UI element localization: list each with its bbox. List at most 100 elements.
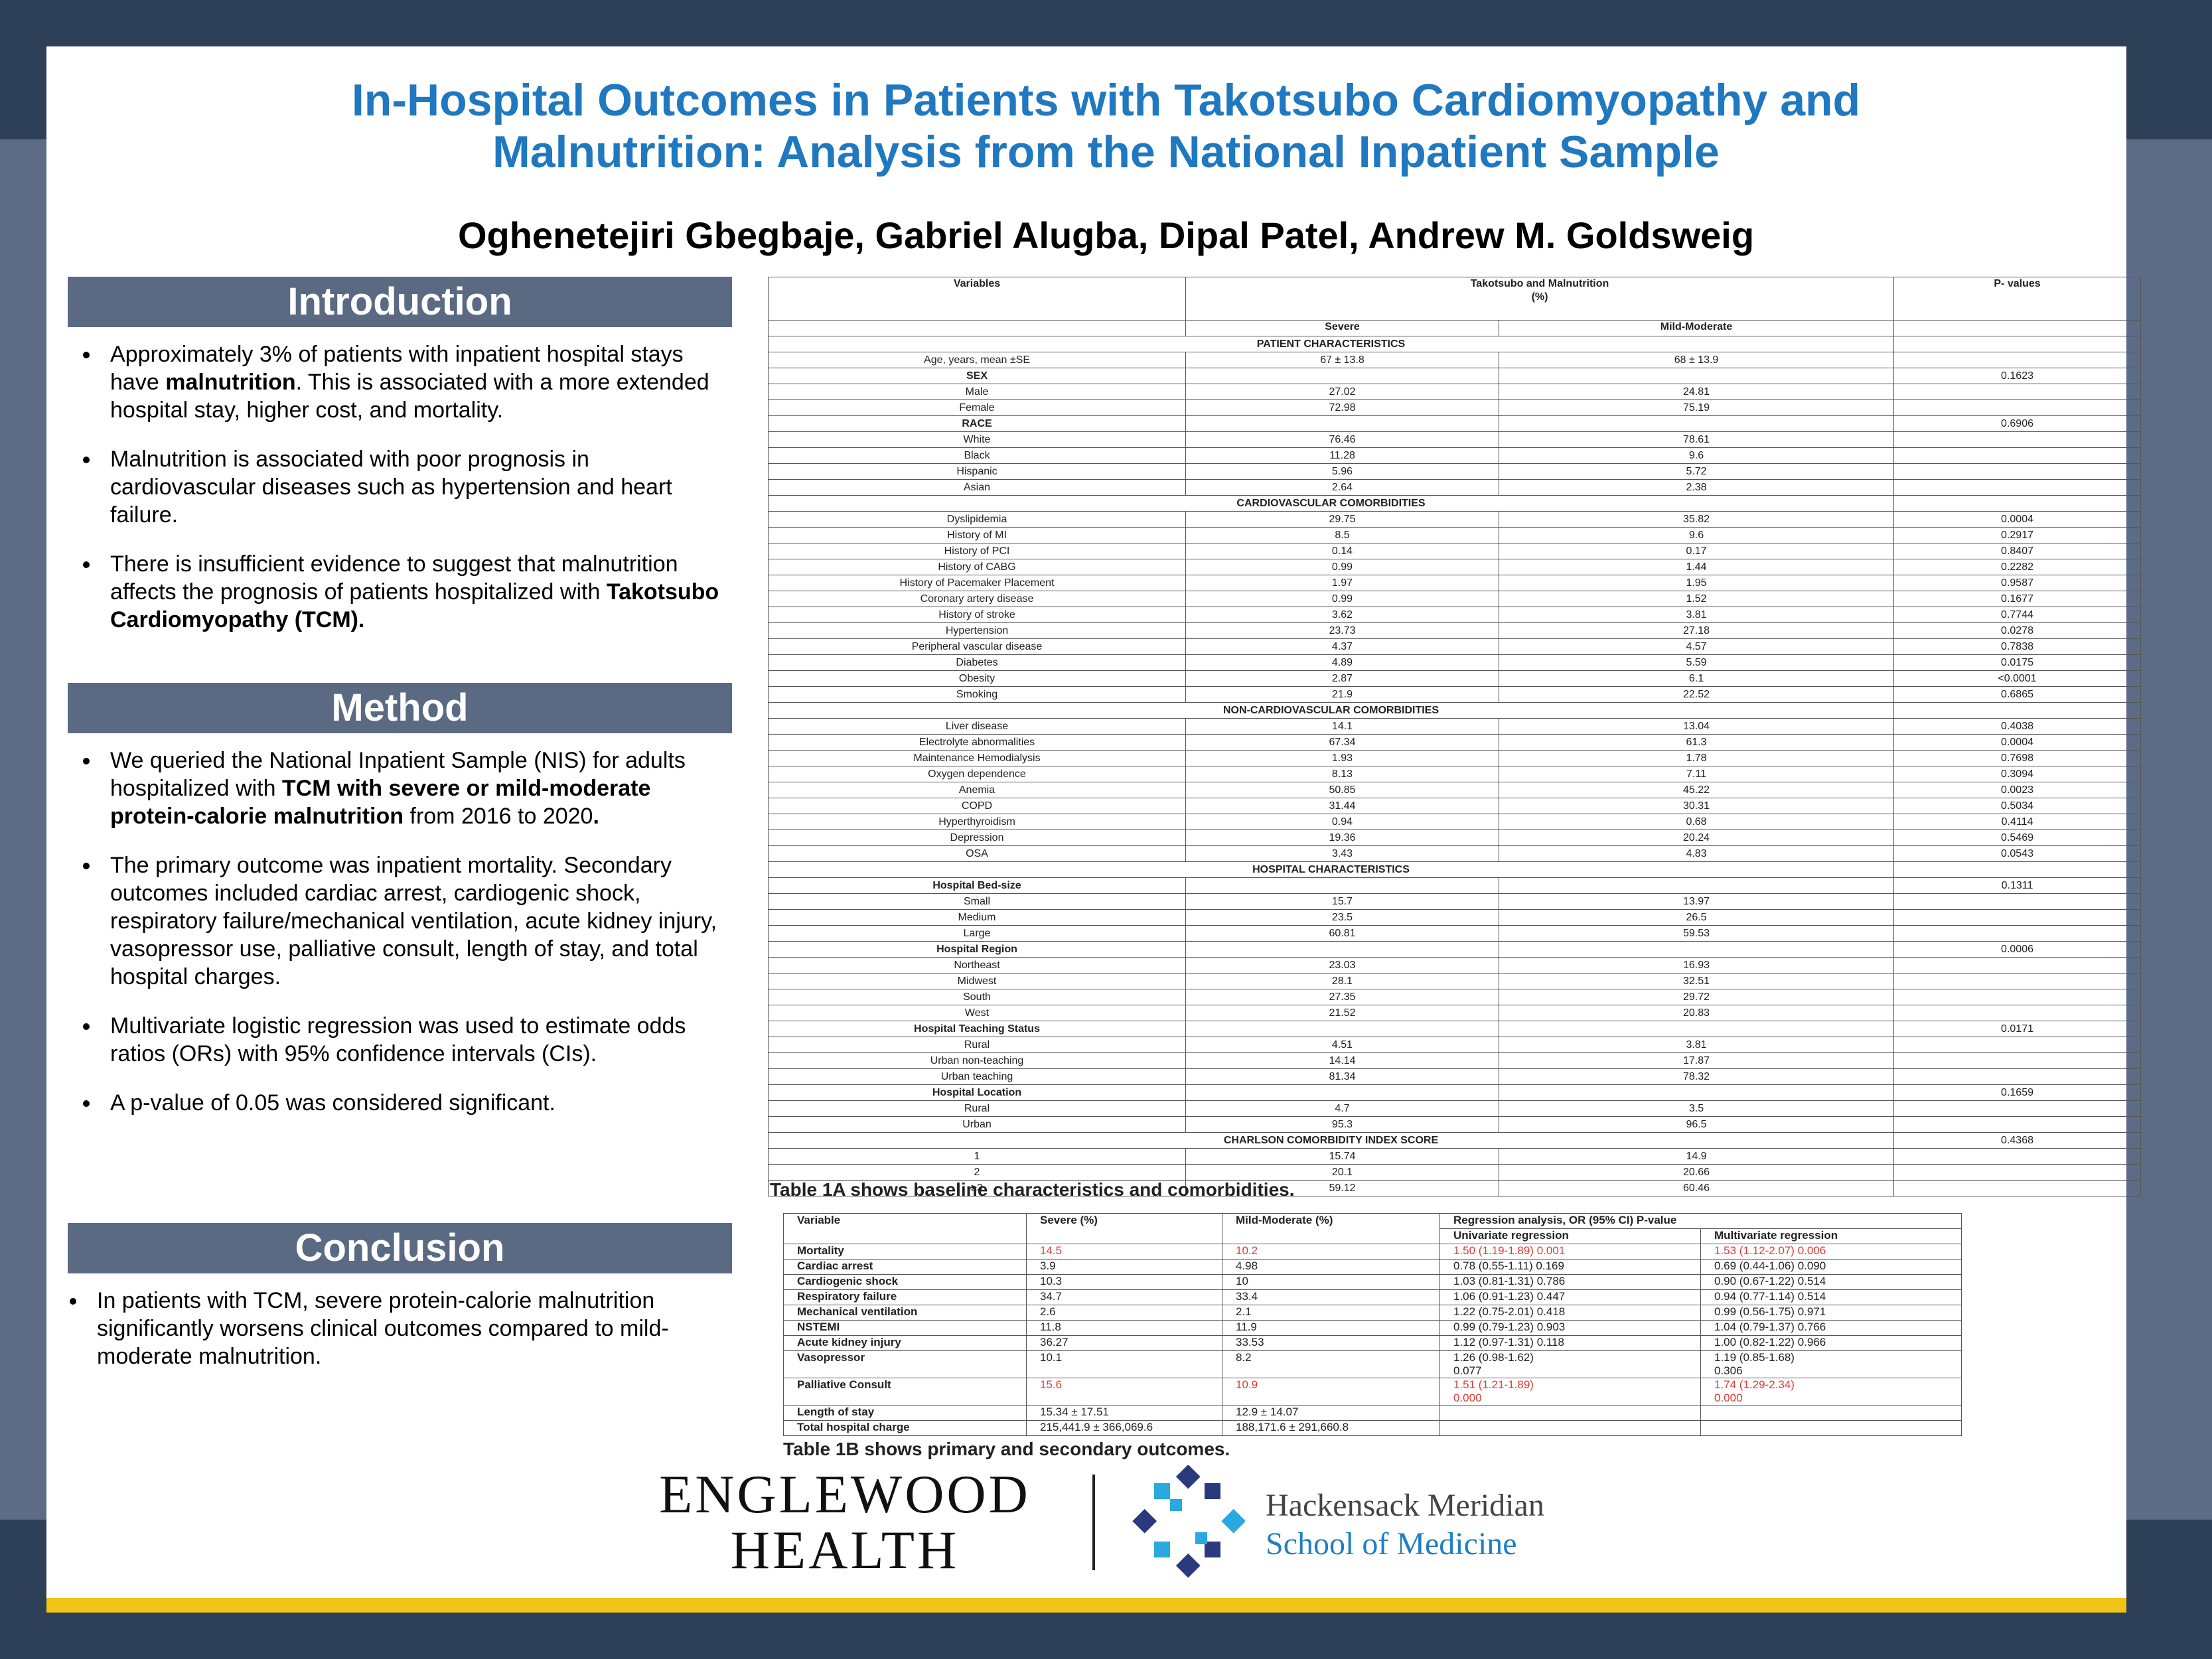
row-label: Hospital Location [768,1084,1186,1101]
bullets: In patients with TCM, severe protein-cal… [68,1287,732,1370]
logo-text: Hackensack Meridian [1266,1488,1544,1523]
p-value [1893,1068,2142,1085]
p-value [1893,1100,2142,1117]
cell: 3.9 [1026,1259,1222,1275]
cell: 10.3 [1026,1274,1222,1290]
table-row: Respiratory failure 34.7 33.4 1.06 (0.91-1.… [783,1289,1962,1305]
bullets: We queried the National Inpatient Sample… [68,747,732,1117]
p-value [1893,336,2142,352]
table-row: OSA 3.43 4.83 0.0543 [768,845,2142,862]
p-value [1893,1116,2142,1133]
icon-shape [1205,1483,1220,1499]
severe-value: 20.1 [1185,1164,1499,1181]
cell: 33.53 [1222,1335,1440,1351]
row-label: Maintenance Hemodialysis [768,750,1186,766]
bullet-text: We queried the National Inpatient Sample… [110,748,686,801]
mild-value [1498,415,1895,432]
p-value [1893,893,2142,910]
row-label: Vasopressor [783,1350,1027,1378]
p-value: 0.5034 [1893,798,2142,814]
logo-text: School of Medicine [1266,1526,1517,1561]
row-label: Oxygen dependence [768,766,1186,782]
cell: 2.1 [1222,1305,1440,1321]
mild-value: 24.81 [1498,384,1895,400]
table-row: Acute kidney injury 36.27 33.53 1.12 (0.97-… [783,1335,1962,1351]
table-row: Coronary artery disease 0.99 1.52 0.1677 [768,591,2142,607]
table-row: Medium 23.5 26.5 [768,909,2142,926]
row-label: Urban [768,1116,1186,1133]
bullet-text: There is insufficient evidence to sugges… [110,551,678,605]
mild-value: 75.19 [1498,399,1895,416]
p-value: 0.0543 [1893,845,2142,862]
severe-value [1185,1021,1499,1037]
mild-value: 2.38 [1498,479,1895,496]
table-row: Palliative Consult 15.6 10.9 1.51 (1.21-1.8… [783,1378,1962,1406]
bullet-text: A p-value of 0.05 was considered signifi… [110,1090,555,1116]
row-label: Diabetes [768,654,1186,671]
cell: 10.9 [1222,1378,1440,1406]
table-row: Black 11.28 9.6 [768,447,2142,464]
row-label: Electrolyte abnormalities [768,734,1186,751]
table-row: Urban non-teaching 14.14 17.87 [768,1052,2142,1069]
table-row: Mechanical ventilation 2.6 2.1 1.22 (0.75-2… [783,1305,1962,1321]
row-label: Medium [768,909,1186,926]
bullet-text: Malnutrition is associated with poor pro… [110,447,672,528]
title-line: In-Hospital Outcomes in Patients with Ta… [351,75,1861,125]
table-row: Hyperthyroidism 0.94 0.68 0.4114 [768,814,2142,830]
cell: 0.99 (0.79-1.23) 0.903 [1439,1320,1701,1336]
severe-value: 60.81 [1185,925,1499,942]
cell: 0.90 (0.67-1.22) 0.514 [1700,1274,1962,1290]
bullet-text: Takotsubo Cardiomyopathy (TCM). [110,579,719,632]
severe-value: 4.7 [1185,1100,1499,1117]
cell: 1.22 (0.75-2.01) 0.418 [1439,1305,1701,1321]
row-label: Urban teaching [768,1068,1186,1085]
table-caption: Table 1A shows baseline characteristics … [770,1179,1295,1200]
p-value [1893,399,2142,416]
row-label: Hypertension [768,622,1186,639]
p-value: 0.6865 [1893,686,2142,703]
p-value: 0.0278 [1893,622,2142,639]
severe-value [1185,368,1499,384]
severe-value: 8.13 [1185,766,1499,782]
bullet: Multivariate logistic regression was use… [101,1012,732,1068]
table-row: Hospital Teaching Status 0.0171 [768,1021,2142,1037]
bullet-text: from 2016 to 2020 [404,804,593,829]
table-row: Urban 95.3 96.5 [768,1116,2142,1133]
mild-value: 78.32 [1498,1068,1895,1085]
icon-shape [1170,1499,1182,1511]
table-row: ≥3 59.12 60.46 [768,1180,2142,1196]
cell [1439,1420,1701,1436]
row-label: Mortality [783,1244,1027,1260]
mild-value: 5.59 [1498,654,1895,671]
row-label: Depression [768,830,1186,846]
mild-value: 6.1 [1498,670,1895,687]
mild-value: 45.22 [1498,782,1895,798]
severe-value: 23.73 [1185,622,1499,639]
mild-value: 20.24 [1498,830,1895,846]
mild-value [1498,941,1895,958]
table-caption: Table 1B shows primary and secondary out… [783,1439,1230,1459]
table-row: Cardiac arrest 3.9 4.98 0.78 (0.55-1.11) 0.… [783,1259,1962,1275]
mild-value: 61.3 [1498,734,1895,751]
cell: 10.1 [1026,1350,1222,1378]
mild-value: 1.95 [1498,575,1895,591]
mild-value [1498,1021,1895,1037]
severe-value: 76.46 [1185,431,1499,448]
severe-value: 4.89 [1185,654,1499,671]
section-cell: CARDIOVASCULAR COMORBIDITIES [767,495,1895,512]
mild-value: 78.61 [1498,431,1895,448]
row-label: COPD [768,798,1186,814]
p-value: 0.4038 [1893,718,2142,735]
table-row: Hospital Location 0.1659 [768,1084,2142,1101]
row-label: Northeast [768,957,1186,974]
table-row: CARDIOVASCULAR COMORBIDITIES [767,495,2142,512]
mild-value: 60.46 [1498,1180,1895,1196]
row-label: White [768,431,1186,448]
row-label: Large [768,925,1186,942]
p-value [1893,989,2142,1005]
severe-value: 8.5 [1185,527,1499,543]
table-row: Electrolyte abnormalities 67.34 61.3 0.0004 [768,734,2142,751]
cell: 8.2 [1222,1350,1440,1378]
p-value: 0.0004 [1893,734,2142,751]
section-cell: PATIENT CHARACTERISTICS [767,336,1895,352]
